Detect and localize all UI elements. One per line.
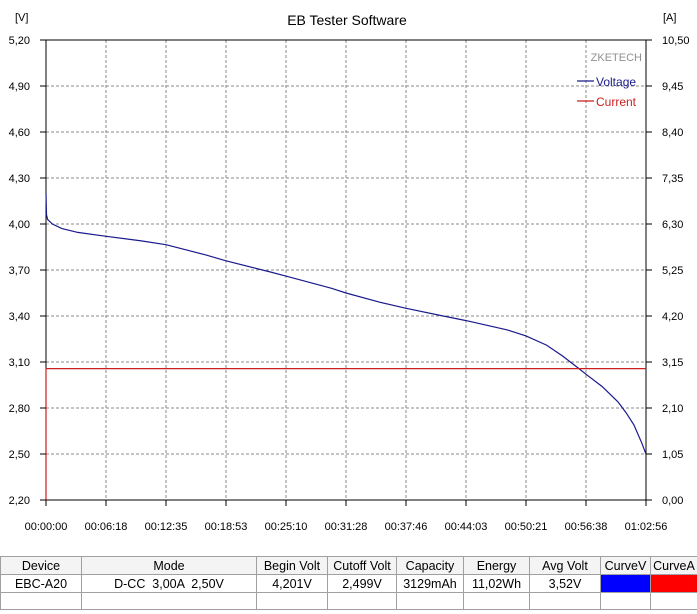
cell-avg-volt: 3,52V — [529, 574, 601, 593]
cell-cutoff-volt: 2,499V — [327, 574, 397, 593]
table-row-empty — [0, 592, 697, 610]
legend: Voltage Current — [577, 75, 637, 109]
header-begin-volt: Begin Volt — [256, 556, 328, 575]
y-right-tick-label: 9,45 — [662, 81, 683, 93]
chart-area: EB Tester Software [V] [A] ZKETECH Volta… — [9, 12, 690, 533]
header-capacity: Capacity — [396, 556, 464, 575]
series-line-voltage — [45, 193, 647, 455]
header-avg-volt: Avg Volt — [529, 556, 601, 575]
series-line-current — [45, 368, 646, 500]
header-device: Device — [0, 556, 82, 575]
y-right-unit: [A] — [663, 12, 676, 24]
y-left-tick-label: 3,70 — [9, 265, 30, 277]
y-right-tick-label: 10,50 — [662, 35, 690, 47]
y-right-tick-label: 0,00 — [662, 495, 683, 507]
header-curve-v: CurveV — [600, 556, 651, 575]
y-left-unit: [V] — [15, 12, 28, 24]
y-left-tick-label: 2,80 — [9, 403, 30, 415]
legend-label-current: Current — [596, 95, 637, 109]
y-left-tick-label: 2,50 — [9, 449, 30, 461]
cell-capacity: 3129mAh — [396, 574, 464, 593]
y-right-tick-label: 2,10 — [662, 403, 683, 415]
x-tick-label: 00:25:10 — [265, 521, 308, 533]
header-energy: Energy — [463, 556, 530, 575]
summary-table: Device Mode Begin Volt Cutoff Volt Capac… — [0, 556, 697, 610]
cell-curve-a[interactable] — [650, 574, 697, 593]
legend-label-voltage: Voltage — [596, 75, 636, 89]
y-left-tick-label: 2,20 — [9, 495, 30, 507]
x-tick-label: 00:44:03 — [445, 521, 488, 533]
y-left-tick-label: 4,60 — [9, 127, 30, 139]
x-tick-label: 00:12:35 — [145, 521, 188, 533]
y-right-tick-label: 4,20 — [662, 311, 683, 323]
y-right-tick-label: 7,35 — [662, 173, 683, 185]
y-left-tick-label: 5,20 — [9, 35, 30, 47]
header-mode: Mode — [81, 556, 257, 575]
x-tick-label: 00:06:18 — [85, 521, 128, 533]
header-cutoff-volt: Cutoff Volt — [327, 556, 397, 575]
curve-a-swatch[interactable] — [651, 575, 697, 592]
x-tick-label: 00:37:46 — [385, 521, 428, 533]
x-tick-label: 00:31:28 — [325, 521, 368, 533]
y-right-tick-label: 3,15 — [662, 357, 683, 369]
table-row[interactable]: EBC-A20 D-CC 3,00A 2,50V 4,201V 2,499V 3… — [0, 574, 697, 593]
y-left-tick-label: 3,10 — [9, 357, 30, 369]
y-right-tick-label: 6,30 — [662, 219, 683, 231]
x-tick-label: 00:50:21 — [505, 521, 548, 533]
cell-curve-v[interactable] — [600, 574, 651, 593]
cell-energy: 11,02Wh — [463, 574, 530, 593]
x-tick-label: 00:18:53 — [205, 521, 248, 533]
chart-svg: EB Tester Software [V] [A] ZKETECH Volta… — [9, 12, 690, 533]
cell-mode: D-CC 3,00A 2,50V — [81, 574, 257, 593]
y-left-tick-label: 4,30 — [9, 173, 30, 185]
cell-device: EBC-A20 — [0, 574, 82, 593]
y-left-tick-label: 4,90 — [9, 81, 30, 93]
watermark: ZKETECH — [591, 52, 642, 64]
y-left-tick-label: 3,40 — [9, 311, 30, 323]
chart-title: EB Tester Software — [287, 12, 407, 28]
y-right-tick-label: 1,05 — [662, 449, 683, 461]
header-curve-a: CurveA — [650, 556, 697, 575]
table-header-row: Device Mode Begin Volt Cutoff Volt Capac… — [0, 556, 697, 575]
y-right-tick-label: 5,25 — [662, 265, 683, 277]
y-left-tick-label: 4,00 — [9, 219, 30, 231]
x-tick-label: 00:00:00 — [25, 521, 68, 533]
x-tick-label: 01:02:56 — [625, 521, 668, 533]
cell-begin-volt: 4,201V — [256, 574, 328, 593]
curve-v-swatch[interactable] — [601, 575, 650, 592]
x-tick-label: 00:56:38 — [565, 521, 608, 533]
y-right-tick-label: 8,40 — [662, 127, 683, 139]
